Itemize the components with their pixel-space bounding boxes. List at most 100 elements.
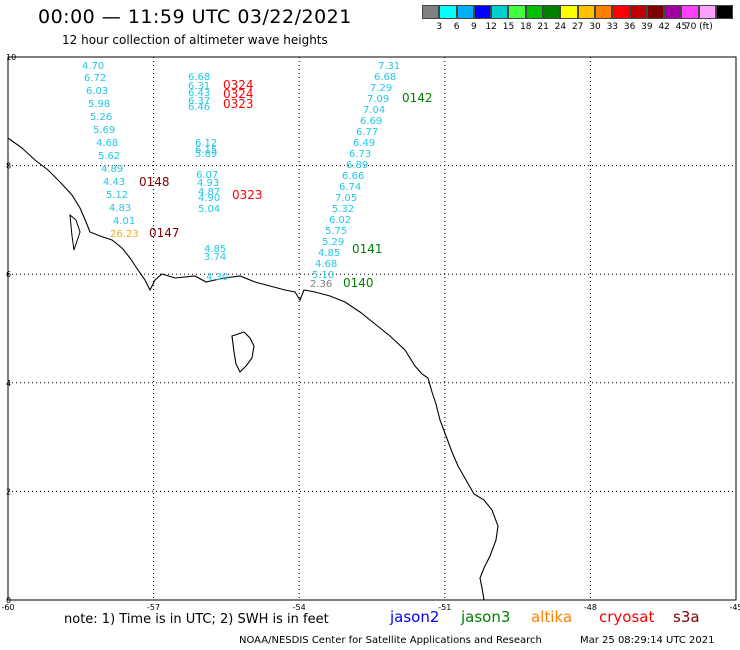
x-tick-label: -48 (584, 603, 597, 612)
legend-swatch (629, 5, 647, 19)
legend-label: 24 (554, 22, 567, 32)
legend-label: 9 (471, 22, 477, 32)
legend-swatch (508, 5, 526, 19)
time-label-east: 0141 (352, 242, 383, 256)
swh-value-mid: 4.87 (198, 187, 220, 198)
y-tick-label: 2 (6, 487, 11, 496)
x-tick-label: -57 (147, 603, 160, 612)
legend-swatch (473, 5, 492, 19)
y-tick-label: 10 (6, 53, 16, 62)
swh-value-east: 7.05 (335, 193, 357, 204)
legend-swatch (594, 5, 613, 19)
swh-value-mid: 6.46 (188, 102, 210, 113)
legend-swatch (456, 5, 474, 19)
map-frame (7, 56, 737, 601)
time-label-mid: 0324 (223, 78, 254, 92)
swh-value-west: 5.12 (106, 190, 128, 201)
legend-label: 27 (571, 22, 584, 32)
swh-value-east: 5.29 (322, 237, 344, 248)
swh-value-west: 4.43 (103, 177, 125, 188)
y-tick-label: 6 (6, 270, 11, 279)
x-tick-label: -45 (729, 603, 740, 612)
x-tick-label: -54 (293, 603, 306, 612)
swh-value-west: 5.62 (98, 151, 120, 162)
swh-value-mid: 5.89 (195, 149, 217, 160)
swh-value-east: 6.66 (342, 171, 364, 182)
legend-swatch (577, 5, 595, 19)
time-label-west: 0148 (139, 175, 170, 189)
legend-swatch (681, 5, 699, 19)
legend-label: 15 (502, 22, 515, 32)
swh-value-east: 7.29 (370, 83, 392, 94)
swh-value-east: 6.74 (339, 182, 361, 193)
swh-value-mid: 4.93 (197, 178, 219, 189)
coastline (7, 137, 499, 601)
legend-label: 30 (589, 22, 601, 32)
swh-value-east: 6.69 (360, 116, 382, 127)
satellite-label-altika: altika (531, 608, 573, 626)
time-label-east: 0140 (343, 276, 374, 290)
legend-label: 3 (436, 22, 443, 32)
x-tick-label: -51 (438, 603, 451, 612)
y-tick-label: 8 (6, 162, 11, 171)
swh-value-mid: 5.04 (198, 204, 220, 215)
swh-value-mid: 6.12 (195, 138, 217, 149)
swh-value-east: 4.68 (315, 259, 337, 270)
legend-swatch (716, 5, 734, 19)
legend-label: 33 (606, 22, 619, 32)
swh-value-east: 5.75 (325, 226, 347, 237)
legend-swatch (560, 5, 578, 19)
swh-value-east: 6.02 (329, 215, 351, 226)
time-label-west: 0147 (149, 226, 180, 240)
legend-swatch (525, 5, 544, 19)
legend-swatch (612, 5, 630, 19)
legend-swatch (491, 5, 509, 19)
coastal-island (69, 213, 81, 251)
swh-value-mid: 6.68 (188, 72, 210, 83)
satellite-label-jason3: jason3 (461, 608, 511, 626)
swh-value-west: 6.72 (84, 73, 106, 84)
time-label-mid: 0323 (232, 188, 263, 202)
legend-label: 6 (453, 22, 460, 32)
map-subtitle: 12 hour collection of altimeter wave hei… (62, 33, 328, 47)
swh-value-mid: 3.74 (204, 252, 226, 263)
legend-label: 42 (658, 22, 670, 32)
swh-value-east: 5.32 (332, 204, 354, 215)
swh-value-mid: 6.15 (195, 145, 217, 156)
legend-label: 39 (641, 22, 653, 32)
legend-label: 45 (675, 22, 688, 32)
swh-value-mid: 6.43 (188, 88, 210, 99)
swh-value-mid: 4.85 (204, 244, 226, 255)
legend-swatch (664, 5, 682, 19)
swh-value-east: 6.77 (356, 127, 378, 138)
swh-value-west: 5.26 (90, 112, 112, 123)
swh-value-east: 7.31 (378, 61, 400, 72)
satellite-label-jason2: jason2 (390, 608, 440, 626)
swh-value-west: 26.23 (110, 229, 139, 240)
coastline-mainland (7, 137, 499, 601)
swh-value-west: 4.89 (101, 164, 123, 175)
y-tick-label: 4 (6, 379, 11, 388)
legend-label: 36 (623, 22, 636, 32)
legend-swatch (422, 5, 440, 19)
swh-value-east: 6.68 (374, 72, 396, 83)
swh-value-west: 4.01 (113, 216, 135, 227)
swh-value-west: 4.68 (96, 138, 118, 149)
legend-swatch (698, 5, 717, 19)
time-label-mid: 0324 (223, 87, 254, 101)
time-label-east: 0142 (402, 91, 433, 105)
generated-timestamp: Mar 25 08:29:14 UTC 2021 (580, 635, 715, 646)
swh-value-east: 5.10 (312, 270, 334, 281)
wave-observations: 4.706.72 6.03 5.98 5.26 5.69 4.68 5.62 4.89 4.43… (82, 61, 433, 290)
swh-value-east: 6.49 (353, 138, 375, 149)
satellite-label-s3a: s3a (673, 608, 700, 626)
swh-value-mid: 6.07 (196, 170, 218, 181)
legend-swatch (543, 5, 561, 19)
swh-value-west: 5.69 (93, 125, 115, 136)
swh-value-east: 7.04 (363, 105, 385, 116)
swh-value-mid: 6.37 (188, 96, 210, 107)
legend-label: 21 (537, 22, 549, 32)
swh-value-west: 6.03 (86, 86, 108, 97)
color-legend-labels: 3 6 9 12 15 18 21 24 27 30 33 36 39 42 45 70 (ft) (422, 22, 740, 34)
